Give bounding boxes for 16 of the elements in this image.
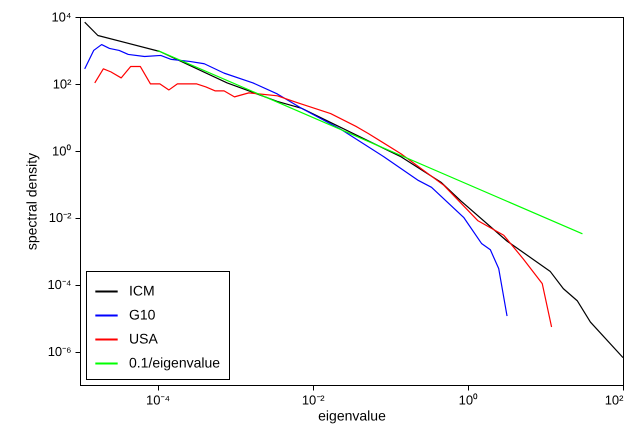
x-tick-label: 10⁰	[458, 392, 478, 408]
legend-label: G10	[129, 306, 156, 322]
y-tick-label: 10⁰	[52, 143, 72, 158]
legend-label: ICM	[129, 282, 155, 298]
x-tick-label: 10⁻²	[302, 392, 326, 408]
legend-label: 0.1/eigenvalue	[129, 354, 220, 370]
x-tick-label: 10²	[604, 392, 624, 408]
y-tick-label: 10⁻⁴	[47, 277, 72, 292]
y-tick-label: 10⁴	[51, 10, 72, 24]
y-tick-label: 10⁻⁶	[48, 344, 72, 360]
x-tick-label: 10⁻⁴	[146, 392, 170, 408]
y-axis-title: spectral density	[23, 152, 40, 250]
y-tick-label: 10⁻²	[48, 210, 72, 226]
x-axis-title: eigenvalue	[318, 408, 386, 424]
legend-label: USA	[129, 330, 158, 346]
y-tick-label: 10²	[52, 76, 72, 92]
